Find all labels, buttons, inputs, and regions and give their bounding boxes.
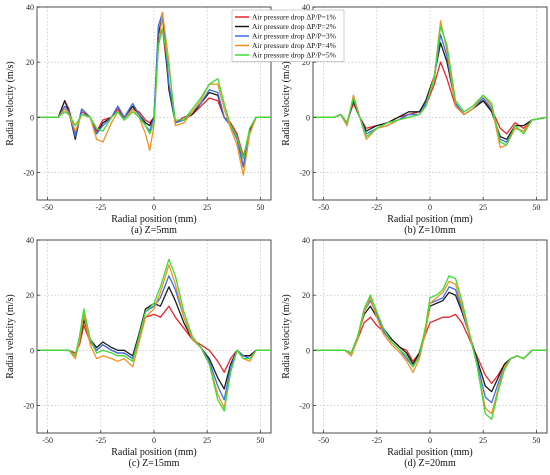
subplot-c: -50 -25 0 25 50 -20 0 20 40 Radial position (mm) R… [5,236,272,469]
series-line-5 [37,28,271,160]
y-tick-label: 0 [30,346,34,355]
x-tick-label: -25 [371,436,382,445]
y-tick-label: 40 [26,236,34,245]
x-tick-label: 0 [152,436,156,445]
x-tick-label: 50 [256,203,264,212]
y-tick-label: -20 [299,168,310,177]
x-axis-label: Radial position (mm) [111,214,197,225]
series-line-4 [313,280,547,415]
x-axis-label: Radial position (mm) [387,447,473,458]
x-tick-label: 25 [203,203,211,212]
legend-entry: Air pressure drop ΔP/P=4% [252,41,336,50]
subplot-caption: (a) Z=5mm [131,225,177,236]
series-line-5 [313,25,548,146]
y-axis-label: Radial velocity (m/s) [281,61,292,145]
legend-entry: Air pressure drop ΔP/P=5% [252,51,336,60]
y-tick-label: 0 [30,113,34,122]
y-tick-label: 20 [26,291,34,300]
y-tick-label: 20 [26,58,34,67]
y-tick-label: 40 [26,3,34,12]
x-tick-label: -25 [95,203,106,212]
y-axis-label: Radial velocity (m/s) [5,294,16,378]
subplot-caption: (d) Z=20mm [404,458,456,469]
x-tick-label: 50 [532,203,540,212]
x-tick-label: 50 [256,436,264,445]
x-tick-label: -50 [318,436,329,445]
y-tick-label: -20 [23,401,34,410]
y-tick-label: 0 [306,113,310,122]
series-line-5 [313,275,547,420]
x-tick-label: 25 [479,203,487,212]
legend-entry: Air pressure drop ΔP/P=2% [252,22,336,31]
y-tick-label: 40 [302,3,310,12]
x-tick-label: 0 [428,436,432,445]
legend-entry: Air pressure drop ΔP/P=3% [252,32,336,41]
x-tick-label: -50 [42,436,53,445]
legend-box [231,9,345,62]
x-tick-label: -25 [371,203,382,212]
x-tick-label: 25 [479,436,487,445]
legend: Air pressure drop ΔP/P=1%Air pressure dr… [231,9,345,62]
subplot-a: -50 -25 0 25 50 -20 0 20 40 Radial position (mm) R… [5,3,272,236]
y-tick-label: -20 [299,401,310,410]
series-line-5 [37,258,271,412]
y-tick-label: 20 [302,58,310,67]
subplot-b: -50 -25 0 25 50 -20 0 20 40 Radial position (mm) R… [281,3,548,236]
series-line-1 [37,305,271,373]
x-tick-label: 0 [428,203,432,212]
subplot-caption: (b) Z=10mm [404,225,456,236]
x-tick-label: 25 [203,436,211,445]
y-tick-label: -20 [23,168,34,177]
x-axis-label: Radial position (mm) [111,447,197,458]
legend-entry: Air pressure drop ΔP/P=1% [252,13,336,22]
x-tick-label: 50 [532,436,540,445]
x-tick-label: 0 [152,203,156,212]
y-axis-label: Radial velocity (m/s) [281,294,292,378]
x-tick-label: -50 [42,203,53,212]
x-tick-label: -25 [95,436,106,445]
x-axis-label: Radial position (mm) [387,214,473,225]
subplot-d: -50 -25 0 25 50 -20 0 20 40 Radial position (mm) R… [281,236,548,469]
subplot-caption: (c) Z=15mm [129,458,180,469]
y-tick-label: 40 [302,236,310,245]
y-axis-label: Radial velocity (m/s) [5,61,16,145]
series-line-1 [313,61,548,135]
series-line-2 [313,291,547,393]
y-tick-label: 0 [306,346,310,355]
x-tick-label: -50 [318,203,329,212]
y-tick-label: 20 [302,291,310,300]
